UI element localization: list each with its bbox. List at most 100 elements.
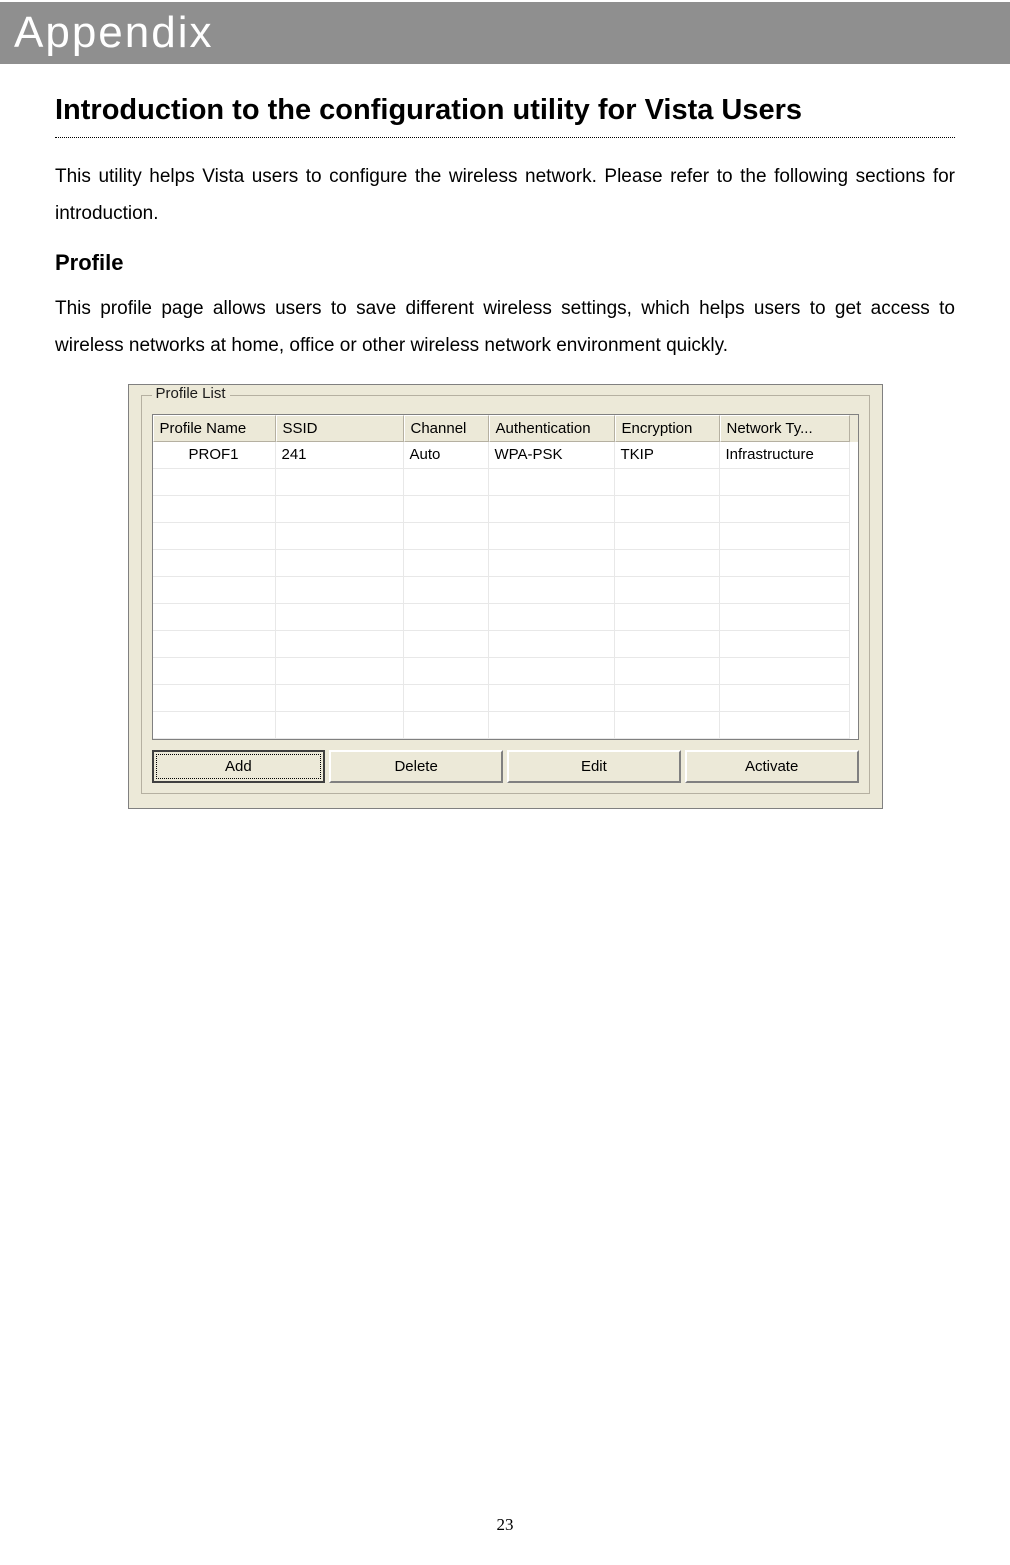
cell-empty <box>489 523 615 550</box>
listview-row[interactable] <box>153 631 858 658</box>
cell-empty <box>615 631 720 658</box>
cell-empty <box>720 523 850 550</box>
cell-empty <box>720 712 850 739</box>
listview-row[interactable] <box>153 550 858 577</box>
cell-empty <box>489 712 615 739</box>
cell-empty <box>404 469 489 496</box>
cell-empty <box>404 523 489 550</box>
page-heading: Introduction to the configuration utilit… <box>55 94 955 127</box>
cell-empty <box>720 658 850 685</box>
cell-empty <box>615 469 720 496</box>
cell-empty <box>720 631 850 658</box>
cell-empty <box>720 604 850 631</box>
cell-empty <box>404 631 489 658</box>
cell-empty <box>276 712 404 739</box>
cell-empty <box>489 469 615 496</box>
cell-empty <box>615 685 720 712</box>
cell-empty <box>615 604 720 631</box>
cell-empty <box>720 469 850 496</box>
profile-section-para: This profile page allows users to save d… <box>55 290 955 364</box>
cell-empty <box>489 550 615 577</box>
col-header-encryption[interactable]: Encryption <box>615 415 720 442</box>
cell-empty <box>153 577 276 604</box>
intro-paragraph: This utility helps Vista users to config… <box>55 158 955 232</box>
listview-row[interactable] <box>153 658 858 685</box>
cell-empty <box>720 550 850 577</box>
col-header-network-type[interactable]: Network Ty... <box>720 415 850 442</box>
cell-empty <box>720 685 850 712</box>
cell-empty <box>153 469 276 496</box>
delete-button[interactable]: Delete <box>329 750 503 783</box>
edit-button[interactable]: Edit <box>507 750 681 783</box>
cell-empty <box>404 577 489 604</box>
cell-empty <box>404 550 489 577</box>
cell-empty <box>489 658 615 685</box>
cell-empty <box>615 550 720 577</box>
appendix-banner: Appendix <box>0 0 1010 66</box>
cell-empty <box>153 658 276 685</box>
cell-empty <box>276 631 404 658</box>
cell-empty <box>153 550 276 577</box>
cell-empty <box>615 712 720 739</box>
cell-empty <box>720 496 850 523</box>
cell-empty <box>276 685 404 712</box>
cell-empty <box>489 685 615 712</box>
activate-button[interactable]: Activate <box>685 750 859 783</box>
profile-list-fieldset: Profile List Profile Name SSID Channel A… <box>141 395 870 794</box>
cell-empty <box>615 658 720 685</box>
listview-row[interactable] <box>153 496 858 523</box>
col-header-ssid[interactable]: SSID <box>276 415 404 442</box>
col-header-profile-name[interactable]: Profile Name <box>153 415 276 442</box>
profile-list-legend: Profile List <box>152 385 230 402</box>
cell-authentication: WPA-PSK <box>489 442 615 469</box>
cell-empty <box>404 604 489 631</box>
listview-row[interactable]: PROF1 241 Auto WPA-PSK TKIP Infrastructu… <box>153 442 858 469</box>
banner-title: Appendix <box>14 8 213 57</box>
cell-empty <box>615 577 720 604</box>
cell-empty <box>615 496 720 523</box>
cell-empty <box>153 496 276 523</box>
cell-empty <box>153 631 276 658</box>
cell-empty <box>276 604 404 631</box>
profile-section-title: Profile <box>55 250 955 276</box>
cell-encryption: TKIP <box>615 442 720 469</box>
cell-empty <box>276 469 404 496</box>
cell-network-type: Infrastructure <box>720 442 850 469</box>
cell-empty <box>615 523 720 550</box>
listview-row[interactable] <box>153 685 858 712</box>
cell-empty <box>404 685 489 712</box>
cell-empty <box>276 577 404 604</box>
cell-empty <box>276 523 404 550</box>
cell-empty <box>153 712 276 739</box>
cell-empty <box>153 604 276 631</box>
cell-empty <box>489 496 615 523</box>
listview-row[interactable] <box>153 469 858 496</box>
listview-body: PROF1 241 Auto WPA-PSK TKIP Infrastructu… <box>153 442 858 739</box>
profile-listview[interactable]: Profile Name SSID Channel Authentication… <box>152 414 859 740</box>
profile-button-row: Add Delete Edit Activate <box>152 750 859 783</box>
col-header-channel[interactable]: Channel <box>404 415 489 442</box>
cell-empty <box>489 631 615 658</box>
add-button[interactable]: Add <box>152 750 326 783</box>
cell-empty <box>404 712 489 739</box>
listview-row[interactable] <box>153 523 858 550</box>
listview-row[interactable] <box>153 577 858 604</box>
cell-empty <box>276 550 404 577</box>
cell-empty <box>404 658 489 685</box>
cell-ssid: 241 <box>276 442 404 469</box>
cell-empty <box>153 685 276 712</box>
cell-empty <box>489 577 615 604</box>
cell-empty <box>153 523 276 550</box>
cell-empty <box>489 604 615 631</box>
cell-empty <box>276 658 404 685</box>
cell-empty <box>720 577 850 604</box>
listview-row[interactable] <box>153 712 858 739</box>
listview-header: Profile Name SSID Channel Authentication… <box>153 415 858 442</box>
col-header-authentication[interactable]: Authentication <box>489 415 615 442</box>
page-number: 23 <box>0 1515 1010 1535</box>
profile-list-window: Profile List Profile Name SSID Channel A… <box>128 384 883 809</box>
cell-empty <box>276 496 404 523</box>
listview-row[interactable] <box>153 604 858 631</box>
cell-empty <box>404 496 489 523</box>
cell-channel: Auto <box>404 442 489 469</box>
